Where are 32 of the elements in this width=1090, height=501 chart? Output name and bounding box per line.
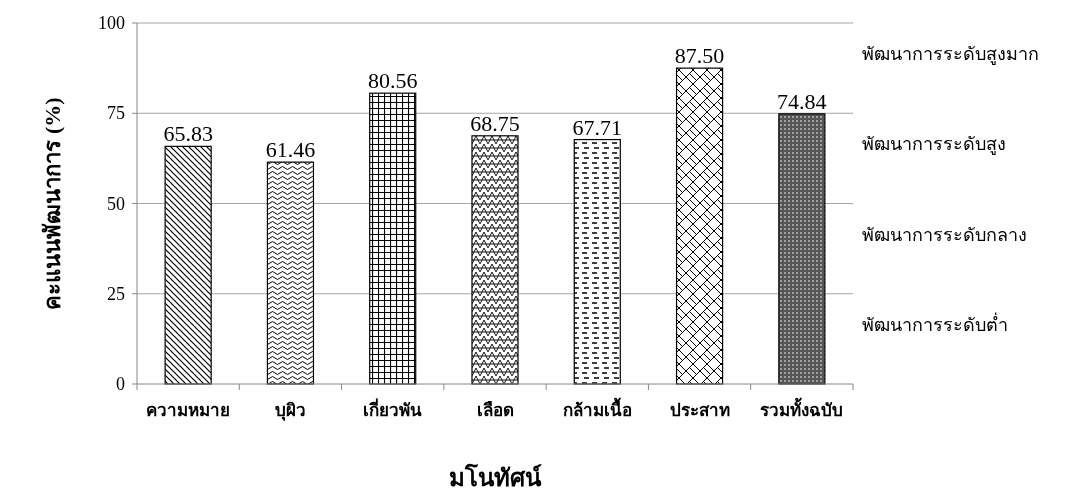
x-tick-label: กล้ามเนื้อ bbox=[562, 397, 632, 420]
data-label: 61.46 bbox=[265, 137, 316, 163]
data-label: 65.83 bbox=[163, 121, 213, 147]
y-tick-label: 100 bbox=[98, 13, 125, 33]
text: พัฒนาการระดับสูงมาก bbox=[862, 44, 1039, 66]
x-tick-label: รวมทั้งฉบับ bbox=[760, 397, 844, 420]
y-axis-title: คะแนนพัฒนาการ (%) bbox=[40, 97, 65, 310]
x-tick-label: เกี่ยวพัน bbox=[363, 398, 423, 420]
y-tick-label: 75 bbox=[107, 103, 125, 124]
text: พัฒนาการระดับต่ำ bbox=[862, 311, 1008, 335]
text: พัฒนาการระดับสูง bbox=[862, 134, 1006, 156]
bar bbox=[369, 92, 417, 385]
x-tick-label: ความหมาย bbox=[146, 401, 231, 420]
y-tick-label: 0 bbox=[116, 374, 125, 394]
data-label: 68.75 bbox=[470, 110, 520, 136]
bar bbox=[778, 113, 826, 385]
data-label: 87.50 bbox=[674, 43, 725, 69]
x-tick-label: ประสาท bbox=[669, 401, 730, 420]
bar bbox=[164, 145, 212, 385]
text: พัฒนาการระดับกลาง bbox=[862, 224, 1027, 245]
bar bbox=[471, 135, 519, 385]
data-label: 80.56 bbox=[367, 68, 418, 94]
data-label: 74.84 bbox=[777, 88, 827, 114]
y-tick-label: 25 bbox=[107, 283, 125, 304]
bar bbox=[573, 138, 621, 385]
x-tick-label: บุผิว bbox=[274, 401, 306, 421]
y-tick-label: 50 bbox=[107, 193, 125, 214]
data-label: 67.71 bbox=[572, 114, 623, 140]
x-axis-title: มโนทัศน์ bbox=[449, 463, 542, 491]
x-tick-label: เลือด bbox=[476, 400, 514, 420]
bar bbox=[675, 67, 724, 385]
bar bbox=[266, 161, 315, 385]
